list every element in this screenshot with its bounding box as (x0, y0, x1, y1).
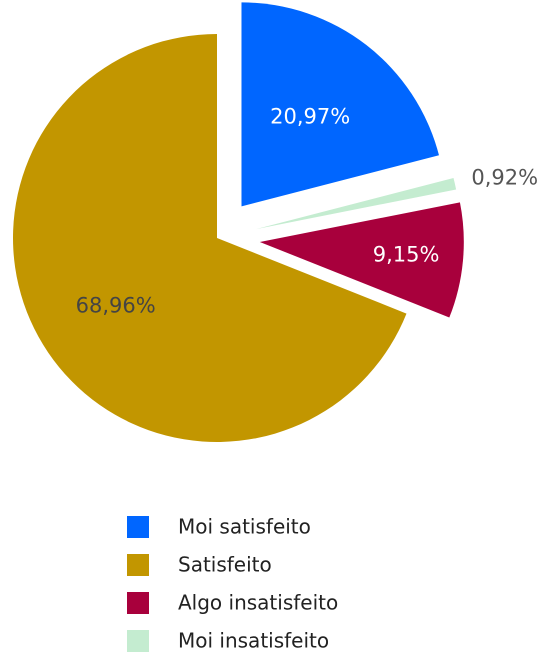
data-label: 9,15% (373, 242, 440, 266)
pie-slice (259, 202, 464, 318)
data-label: 68,96% (76, 294, 156, 318)
pie-slice (255, 177, 457, 230)
pie-slice (241, 2, 439, 207)
legend-swatch (127, 592, 149, 614)
legend-swatch (127, 554, 149, 576)
legend-label: Moi satisfeito (178, 515, 311, 539)
pie-slice (13, 33, 407, 442)
legend-label: Algo insatisfeito (178, 591, 338, 615)
data-label: 0,92% (471, 165, 538, 189)
legend-label: Moi insatisfeito (178, 629, 329, 653)
legend-label: Satisfeito (178, 553, 272, 577)
legend-swatch (127, 630, 149, 652)
legend-swatch (127, 516, 149, 538)
data-label: 20,97% (270, 105, 350, 129)
